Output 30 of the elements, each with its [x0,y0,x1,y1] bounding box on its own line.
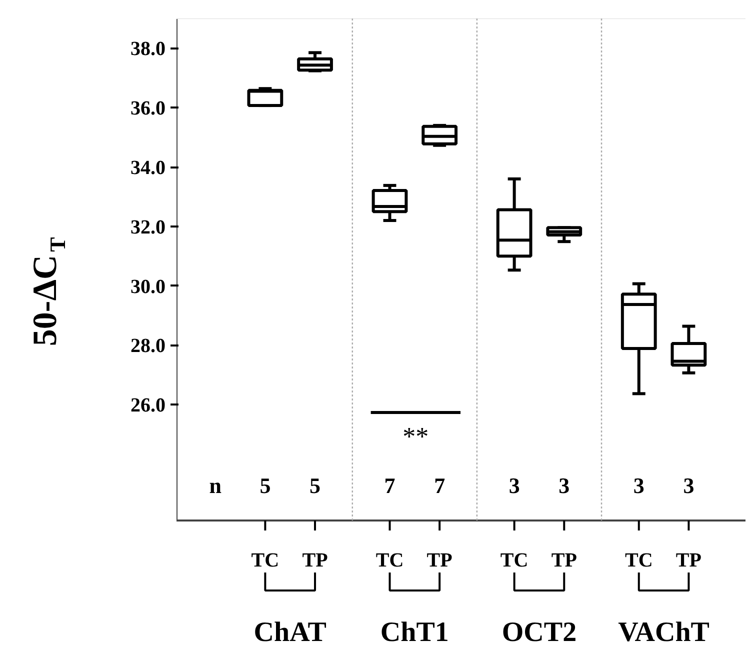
annotation: 7 [434,473,446,498]
x-tick-label: TP [426,550,452,572]
annotation: 7 [384,473,396,498]
annotation: 3 [683,473,694,498]
annotation: 5 [260,473,271,498]
y-tick-label: 36.0 [130,98,166,120]
text: OCT2 [502,617,577,648]
annotation: n [209,473,222,498]
annotation: ** [402,422,429,451]
y-tick-label: 34.0 [130,157,166,180]
annotation: 3 [633,473,644,498]
y-tick-label: 38.0 [130,38,166,60]
x-tick-label: TC [376,550,404,572]
text: ChT1 [380,617,449,648]
text: ChAT [254,617,327,648]
y-tick-label: 28.0 [130,335,166,358]
x-tick-label: TP [302,550,328,572]
x-tick-label: TP [551,550,577,572]
x-tick-label: TP [676,550,702,572]
x-tick-label: TC [251,550,280,572]
y-tick-label: 26.0 [130,394,166,417]
x-tick-label: TC [624,550,653,572]
annotation: 5 [310,473,321,498]
annotation: 3 [558,473,570,498]
annotation: 3 [508,473,520,498]
text: VAChT [618,617,710,648]
y-axis-title: 50-ΔCT [27,236,70,346]
y-tick-label: 30.0 [130,276,166,298]
x-tick-label: TC [500,550,528,572]
y-tick-label: 32.0 [130,216,166,238]
